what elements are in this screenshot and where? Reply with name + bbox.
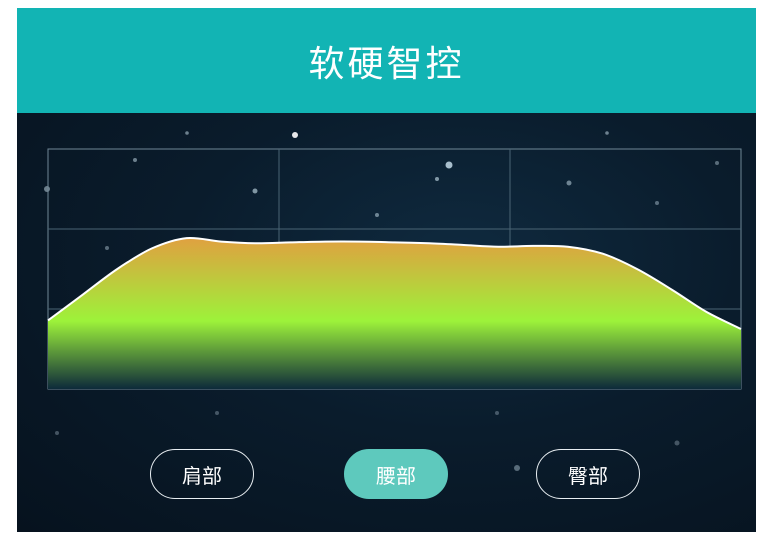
- zone-selector: 肩部 腰部 臀部: [17, 449, 756, 503]
- firmness-chart: [47, 148, 742, 390]
- star-dot: [375, 213, 379, 217]
- star-dot: [252, 188, 258, 194]
- zone-button-label: 肩部: [182, 463, 222, 488]
- star-dot: [566, 180, 572, 186]
- zone-button-hip[interactable]: 臀部: [536, 449, 640, 499]
- star-dot: [655, 201, 659, 205]
- starfield-background: [44, 131, 719, 471]
- header-bar: 软硬智控: [17, 8, 756, 113]
- star-dot: [715, 161, 719, 165]
- star-dot: [185, 131, 189, 135]
- firmness-curve: [47, 236, 742, 330]
- star-dot: [605, 131, 609, 135]
- star-dot: [495, 411, 499, 415]
- star-dot: [514, 465, 520, 471]
- firmness-area: [48, 237, 741, 389]
- zone-button-waist[interactable]: 腰部: [344, 449, 448, 499]
- star-dot: [292, 132, 298, 138]
- star-dot: [215, 411, 219, 415]
- star-dot: [445, 161, 453, 169]
- page-title: 软硬智控: [308, 43, 465, 85]
- zone-button-shoulder[interactable]: 肩部: [150, 449, 254, 499]
- star-dot: [435, 177, 439, 181]
- zone-button-label: 臀部: [568, 463, 608, 488]
- star-dot: [55, 431, 59, 435]
- zone-button-label: 腰部: [376, 463, 416, 488]
- star-dot: [133, 158, 137, 162]
- star-dot: [105, 246, 109, 250]
- star-dot: [674, 440, 680, 446]
- firmness-panel: 肩部 腰部 臀部: [17, 113, 756, 532]
- app-window: 软硬智控: [17, 8, 756, 532]
